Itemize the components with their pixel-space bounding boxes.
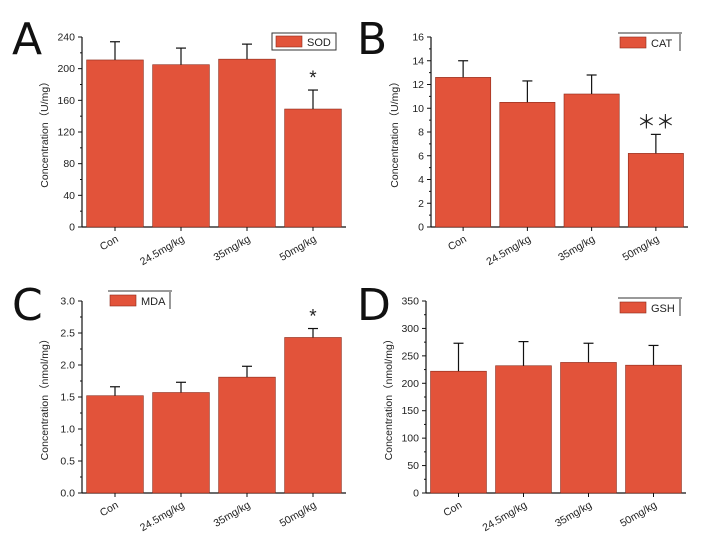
panel-d-legend: GSH bbox=[618, 297, 682, 316]
panel-a-bar-1 bbox=[152, 64, 210, 228]
panel-b-y-tick-label: 14 bbox=[412, 55, 424, 67]
panel-d-category-label-0: Con bbox=[441, 499, 464, 519]
panel-a-legend: SOD bbox=[271, 32, 337, 51]
panel-d-category-label-1: 24.5mg/kg bbox=[481, 499, 530, 534]
panel-c-y-tick-label: 0.5 bbox=[60, 456, 75, 468]
panel-a-legend-label: SOD bbox=[307, 37, 331, 49]
panel-d-y-tick-label: 0 bbox=[413, 488, 419, 500]
panel-b-category-label-3: 50mg/kg bbox=[620, 233, 661, 264]
panel-a-significance-3: * bbox=[309, 68, 317, 89]
panel-a-bar-2 bbox=[218, 58, 276, 228]
panel-d-bar-2 bbox=[560, 362, 617, 494]
panel-d-y-tick-label: 100 bbox=[401, 433, 419, 445]
panel-b-bar-2 bbox=[563, 93, 620, 228]
panel-a-y-tick-label: 40 bbox=[63, 190, 75, 202]
panel-d-bar-1 bbox=[495, 365, 552, 494]
panel-a-category-label-1: 24.5mg/kg bbox=[138, 233, 187, 268]
panel-a-y-tick-label: 80 bbox=[63, 158, 75, 170]
panel-c-y-tick-label: 0.0 bbox=[60, 488, 75, 500]
panel-d-chart: D 0 50 100 150 200 250 300 350 Concentration（nmol… bbox=[357, 280, 686, 534]
panel-a-bar-0 bbox=[86, 59, 144, 228]
panel-b-y-axis-title: Concentration（U/mg） bbox=[389, 76, 401, 187]
panel-c-category-label-2: 35mg/kg bbox=[212, 499, 253, 530]
panel-d-category-label-2: 35mg/kg bbox=[553, 499, 594, 530]
panel-b-chart: B 0 2 4 6 8 10 12 14 16 Concentration（U/mg） Con 24.5… bbox=[357, 14, 688, 268]
panel-c-y-tick-label: 3.0 bbox=[60, 296, 75, 308]
panel-c-y-tick-label: 2.5 bbox=[60, 328, 75, 340]
panel-a-category-label-0: Con bbox=[98, 233, 121, 253]
panel-b-legend-swatch bbox=[619, 36, 647, 49]
panel-a-y-axis-title: Concentration（U/mg） bbox=[39, 76, 51, 187]
panel-c-chart: C 0.0 0.5 1.0 1.5 2.0 2.5 3.0 Concentration（nmol… bbox=[12, 280, 346, 534]
panel-a-category-label-2: 35mg/kg bbox=[212, 233, 253, 264]
panel-b-y-tick-label: 8 bbox=[418, 127, 424, 139]
panel-c-bar-2 bbox=[218, 376, 276, 494]
panel-b-bar-0 bbox=[435, 77, 492, 228]
panel-d-legend-swatch bbox=[619, 301, 647, 314]
panel-d-category-label-3: 50mg/kg bbox=[618, 499, 659, 530]
panel-c-legend-label: MDA bbox=[141, 296, 166, 308]
panel-d-legend-label: GSH bbox=[651, 303, 675, 315]
panel-d-y-tick-label: 350 bbox=[401, 296, 419, 308]
panel-a-y-tick-label: 240 bbox=[57, 32, 75, 44]
panel-d-letter: D bbox=[357, 280, 391, 331]
panel-b-y-tick-label: 12 bbox=[412, 79, 424, 91]
panel-b-y-tick-label: 4 bbox=[418, 174, 424, 186]
panel-b-category-label-0: Con bbox=[446, 233, 469, 253]
panel-c-bar-0 bbox=[86, 395, 144, 494]
panel-b-y-tick-label: 2 bbox=[418, 198, 424, 210]
panel-a-legend-swatch bbox=[275, 35, 303, 48]
panel-d-y-tick-label: 200 bbox=[401, 378, 419, 390]
panel-d-bar-3 bbox=[625, 364, 682, 494]
panel-c-bar-3 bbox=[284, 337, 342, 494]
panel-c-significance-3: * bbox=[309, 307, 317, 328]
panel-c-legend-swatch bbox=[109, 294, 137, 307]
panel-b-y-tick-label: 16 bbox=[412, 32, 424, 44]
panel-c-y-axis-title: Concentration（nmol/mg） bbox=[39, 334, 51, 461]
panel-b-significance-3: ＊＊ bbox=[637, 112, 675, 133]
panel-c-y-tick-label: 1.5 bbox=[60, 392, 75, 404]
panel-c-y-tick-label: 1.0 bbox=[60, 424, 75, 436]
panel-a-letter: A bbox=[12, 14, 42, 65]
panel-b-y-tick-label: 0 bbox=[418, 222, 424, 234]
panel-c-category-label-0: Con bbox=[98, 499, 121, 519]
panel-b-letter: B bbox=[357, 14, 387, 65]
panel-b-bar-1 bbox=[499, 102, 556, 228]
panel-c-category-label-1: 24.5mg/kg bbox=[138, 499, 187, 534]
panel-b-y-tick-label: 6 bbox=[418, 150, 424, 162]
panel-c-letter: C bbox=[12, 280, 43, 331]
panel-a-y-tick-label: 200 bbox=[57, 63, 75, 75]
panel-a-y-tick-label: 0 bbox=[69, 222, 75, 234]
panel-c-bar-1 bbox=[152, 392, 210, 494]
panel-c-category-label-3: 50mg/kg bbox=[278, 499, 319, 530]
panel-a-y-tick-label: 120 bbox=[57, 127, 75, 139]
panel-b-y-tick-label: 10 bbox=[412, 103, 424, 115]
panel-c-y-tick-label: 2.0 bbox=[60, 360, 75, 372]
panel-b-legend: CAT bbox=[618, 32, 682, 51]
panel-a-chart: A 0 40 80 120 160 200 240 Concentration（U/mg） Con… bbox=[12, 14, 346, 268]
panel-b-bar-3 bbox=[627, 153, 684, 228]
panel-b-category-label-2: 35mg/kg bbox=[556, 233, 597, 264]
panel-d-y-tick-label: 150 bbox=[401, 405, 419, 417]
panel-a-bar-3 bbox=[284, 108, 342, 228]
panel-d-y-tick-label: 300 bbox=[401, 323, 419, 335]
panel-b-category-label-1: 24.5mg/kg bbox=[484, 233, 533, 268]
panel-c-legend: MDA bbox=[108, 290, 172, 309]
panel-d-bar-0 bbox=[430, 370, 487, 494]
panel-d-y-axis-title: Concentration（nmol/mg） bbox=[383, 334, 395, 461]
panel-b-legend-label: CAT bbox=[651, 38, 672, 50]
panel-d-y-tick-label: 250 bbox=[401, 350, 419, 362]
panel-a-category-label-3: 50mg/kg bbox=[278, 233, 319, 264]
panel-d-y-tick-label: 50 bbox=[407, 460, 419, 472]
panel-a-y-tick-label: 160 bbox=[57, 95, 75, 107]
